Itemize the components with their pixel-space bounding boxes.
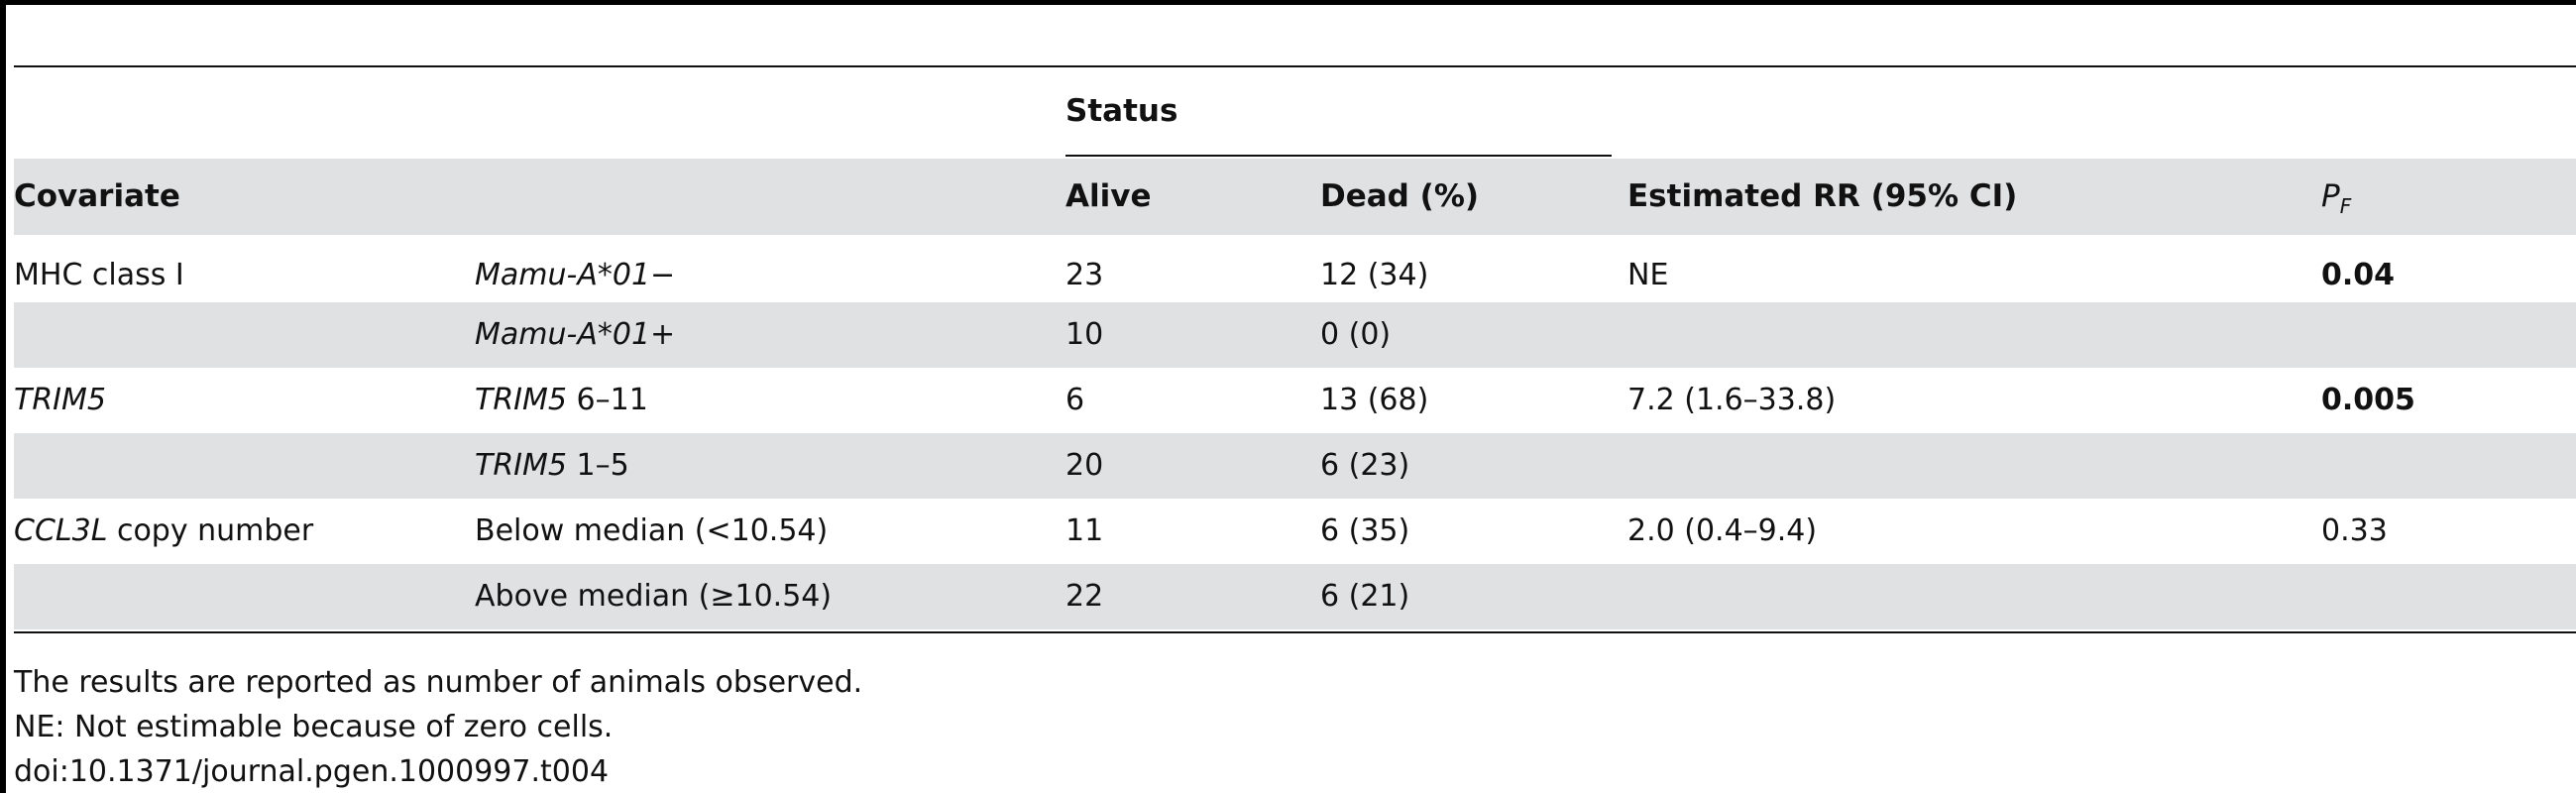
table-row: TRIM5 1–5 20 6 (23) bbox=[14, 433, 2576, 499]
row-group: TRIM5 6–11 bbox=[475, 368, 648, 433]
footnote-ne: NE: Not estimable because of zero cells. bbox=[14, 710, 614, 744]
top-border bbox=[0, 0, 2576, 5]
row-rr: 7.2 (1.6–33.8) bbox=[1627, 383, 1837, 417]
row-group: Below median (<10.54) bbox=[475, 499, 828, 564]
row-p: 0.04 bbox=[2321, 258, 2396, 292]
row-p: 0.33 bbox=[2321, 513, 2388, 548]
header-covariate: Covariate bbox=[14, 178, 180, 214]
row-alive: 10 bbox=[1065, 317, 1104, 352]
table-top-rule bbox=[14, 65, 2576, 67]
table-row: CCL3L copy number Below median (<10.54) … bbox=[14, 499, 2576, 564]
left-border bbox=[0, 0, 6, 793]
table-row: Mamu-A*01+ 10 0 (0) bbox=[14, 302, 2576, 368]
header-pf: PF bbox=[2321, 159, 2351, 235]
row-rr: NE bbox=[1627, 258, 1669, 292]
row-alive: 23 bbox=[1065, 258, 1104, 292]
table-row: TRIM5 TRIM5 6–11 6 13 (68) 7.2 (1.6–33.8… bbox=[14, 368, 2576, 433]
header-pf-main: P bbox=[2321, 178, 2340, 214]
row-covariate: MHC class I bbox=[14, 237, 184, 313]
footnote-results: The results are reported as number of an… bbox=[14, 665, 863, 700]
row-dead: 12 (34) bbox=[1320, 258, 1429, 292]
row-group: Mamu-A*01+ bbox=[475, 302, 675, 368]
status-underline bbox=[1065, 155, 1612, 157]
group-tail: Below median (<10.54) bbox=[475, 513, 829, 548]
group-italic: TRIM5 bbox=[475, 448, 567, 483]
covariate-tail: copy number bbox=[107, 513, 314, 548]
row-group: Mamu-A*01− bbox=[475, 237, 675, 313]
row-group: TRIM5 1–5 bbox=[475, 433, 629, 499]
table-row: Above median (≥10.54) 22 6 (21) bbox=[14, 564, 2576, 629]
row-p: 0.005 bbox=[2321, 383, 2415, 417]
row-alive: 22 bbox=[1065, 579, 1104, 614]
covariate-italic: CCL3L bbox=[14, 513, 108, 548]
status-header: Status bbox=[1065, 93, 1178, 129]
header-alive: Alive bbox=[1065, 178, 1152, 214]
row-dead: 6 (35) bbox=[1320, 513, 1410, 548]
row-rr: 2.0 (0.4–9.4) bbox=[1627, 513, 1818, 548]
group-tail: 6–11 bbox=[567, 383, 648, 417]
row-dead: 6 (23) bbox=[1320, 448, 1410, 483]
header-dead: Dead (%) bbox=[1320, 178, 1480, 214]
group-italic: Mamu-A*01+ bbox=[475, 317, 676, 352]
group-italic: Mamu-A*01− bbox=[475, 258, 676, 292]
header-pf-sub: F bbox=[2339, 194, 2352, 218]
header-row: Covariate Alive Dead (%) Estimated RR (9… bbox=[14, 159, 2576, 235]
row-dead: 13 (68) bbox=[1320, 383, 1429, 417]
group-tail: 1–5 bbox=[567, 448, 629, 483]
row-group: Above median (≥10.54) bbox=[475, 564, 832, 629]
group-italic: TRIM5 bbox=[475, 383, 567, 417]
row-dead: 6 (21) bbox=[1320, 579, 1410, 614]
covariate-italic: TRIM5 bbox=[14, 383, 106, 417]
row-dead: 0 (0) bbox=[1320, 317, 1392, 352]
row-alive: 11 bbox=[1065, 513, 1104, 548]
table-footnotes: The results are reported as number of an… bbox=[14, 660, 862, 794]
doi-link[interactable]: doi:10.1371/journal.pgen.1000997.t004 bbox=[14, 754, 610, 789]
row-alive: 20 bbox=[1065, 448, 1104, 483]
group-tail: Above median (≥10.54) bbox=[475, 579, 833, 614]
table-bottom-rule bbox=[14, 631, 2576, 633]
table-row: MHC class I Mamu-A*01− 23 12 (34) NE 0.0… bbox=[14, 237, 2576, 313]
row-covariate: CCL3L copy number bbox=[14, 499, 313, 564]
row-alive: 6 bbox=[1065, 383, 1085, 417]
covariate-text: MHC class I bbox=[14, 258, 184, 292]
header-rr: Estimated RR (95% CI) bbox=[1627, 178, 2018, 214]
row-covariate: TRIM5 bbox=[14, 368, 106, 433]
